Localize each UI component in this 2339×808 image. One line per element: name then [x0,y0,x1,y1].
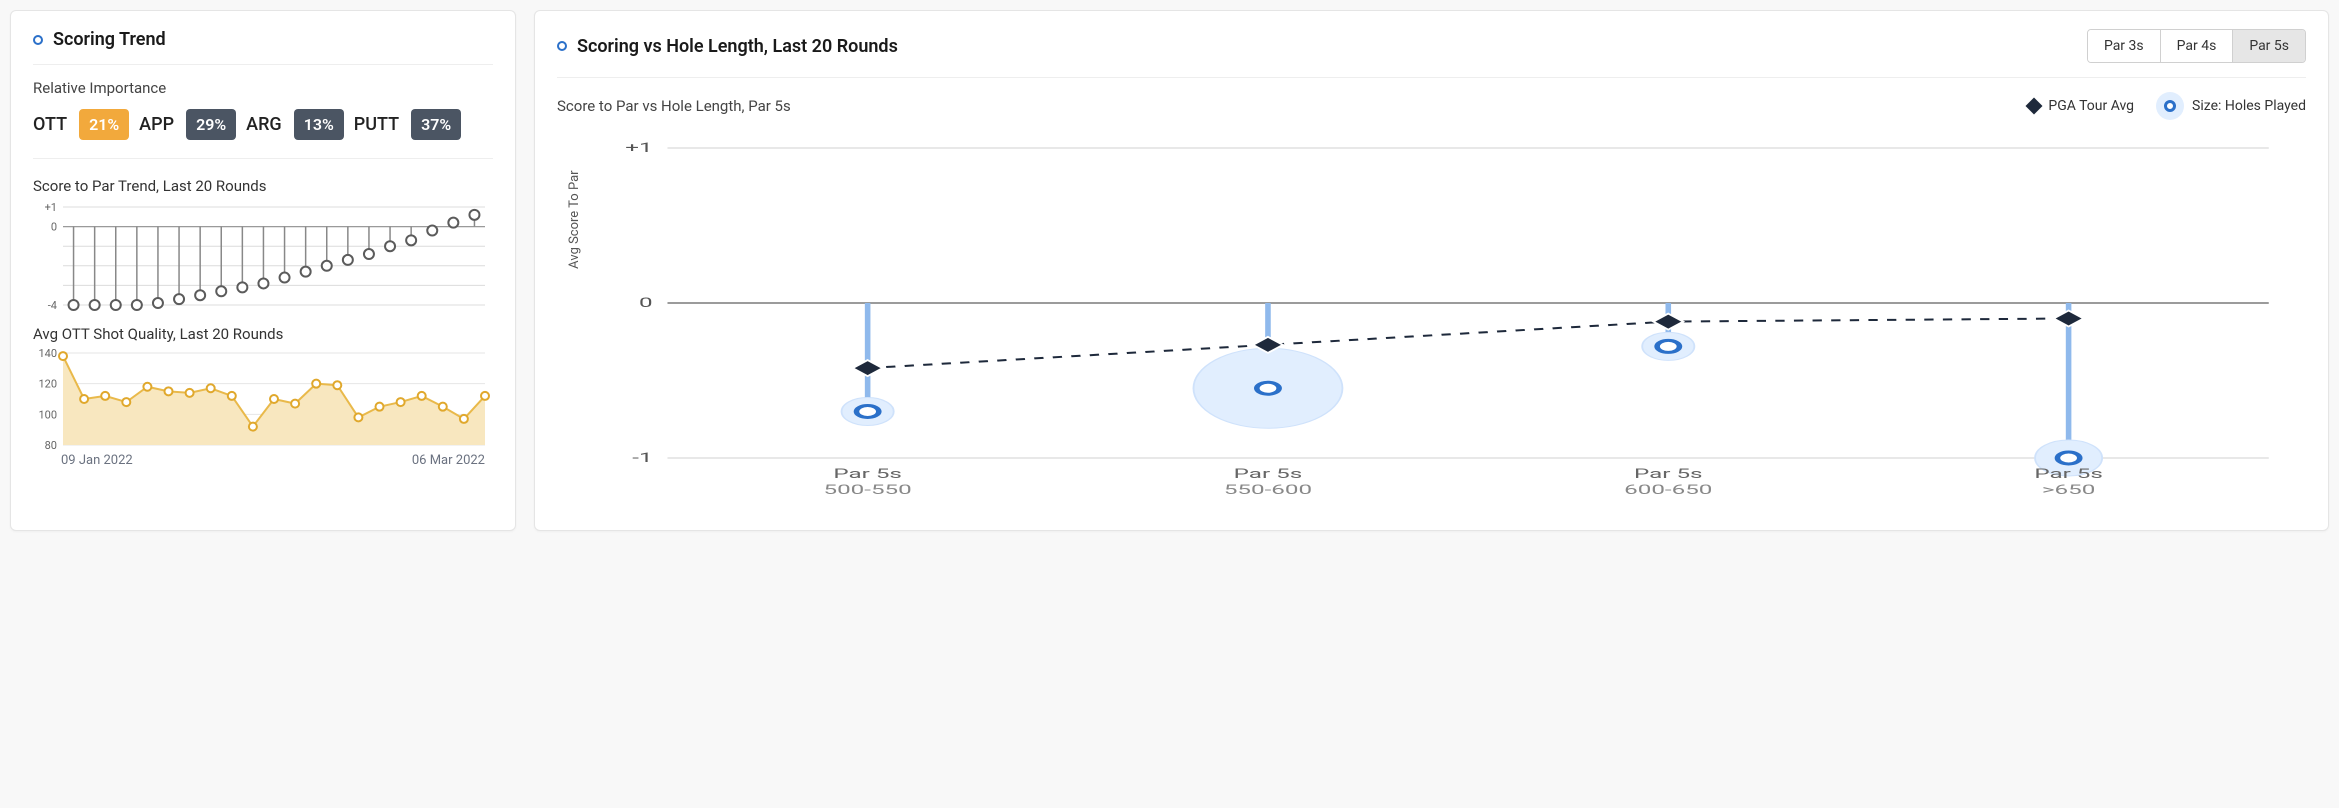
score-trend-title: Score to Par Trend, Last 20 Rounds [33,177,493,195]
chart-subtitle: Score to Par vs Hole Length, Par 5s [557,97,791,115]
tab-par-5s[interactable]: Par 5s [2233,30,2305,62]
svg-text:-4: -4 [48,299,57,311]
score-trend-chart: -4 0 +1 [33,201,493,311]
svg-text:-1: -1 [632,450,652,465]
legend-size-label: Size: Holes Played [2192,98,2306,114]
scoring-trend-card: Scoring Trend Relative Importance OTT 21%… [10,10,516,531]
bubble-inner-icon [2164,100,2176,112]
end-date: 06 Mar 2022 [412,453,485,468]
importance-label: APP [139,114,174,135]
svg-text:600-650: 600-650 [1624,482,1712,497]
svg-text:500-550: 500-550 [824,482,912,497]
svg-text:+1: +1 [45,201,57,214]
scoring-vs-length-card: Scoring vs Hole Length, Last 20 Rounds P… [534,10,2329,531]
bullet-icon [33,35,43,45]
ott-quality-section: Avg OTT Shot Quality, Last 20 Rounds 80 1… [33,325,493,468]
svg-text:Par 5s: Par 5s [833,466,902,481]
tab-par-4s[interactable]: Par 4s [2161,30,2234,62]
score-trend-section: Score to Par Trend, Last 20 Rounds -4 0 +1 [33,177,493,311]
svg-text:0: 0 [639,295,653,310]
title-text: Scoring Trend [53,29,166,50]
subheader-row: Score to Par vs Hole Length, Par 5s PGA … [557,92,2306,120]
title-text: Scoring vs Hole Length, Last 20 Rounds [577,36,898,57]
card-title: Scoring Trend [33,29,166,50]
svg-text:+1: +1 [625,140,652,155]
svg-text:80: 80 [45,439,57,449]
bubble-icon [2156,92,2184,120]
diamond-icon [2026,98,2043,115]
importance-label: ARG [246,114,282,135]
legend-pga-label: PGA Tour Avg [2048,98,2134,114]
legend-pga: PGA Tour Avg [2028,98,2134,114]
svg-text:Par 5s: Par 5s [1634,466,1703,481]
card-header: Scoring vs Hole Length, Last 20 Rounds P… [557,29,2306,78]
svg-text:120: 120 [38,378,57,391]
importance-row: OTT 21% APP 29% ARG 13% PUTT 37% [33,109,493,159]
importance-badge: 29% [186,109,236,140]
importance-badge: 13% [294,109,344,140]
card-header: Scoring Trend [33,29,493,65]
legend: PGA Tour Avg Size: Holes Played [2028,92,2306,120]
bullet-icon [557,41,567,51]
start-date: 09 Jan 2022 [61,453,133,468]
legend-size: Size: Holes Played [2156,92,2306,120]
importance-heading: Relative Importance [33,79,493,97]
importance-label: OTT [33,114,67,135]
date-axis: 09 Jan 2022 06 Mar 2022 [33,449,493,468]
main-chart-container: Avg Score To Par -10+1Par 5s500-550Par 5… [557,128,2306,508]
ott-quality-title: Avg OTT Shot Quality, Last 20 Rounds [33,325,493,343]
importance-badge: 37% [411,109,461,140]
scoring-vs-length-chart: -10+1Par 5s500-550Par 5s550-600Par 5s600… [593,128,2306,508]
svg-text:>650: >650 [2042,482,2095,497]
importance-badge: 21% [79,109,129,140]
svg-text:550-600: 550-600 [1224,482,1312,497]
svg-text:100: 100 [38,408,57,421]
svg-text:Par 5s: Par 5s [2034,466,2103,481]
y-axis-label: Avg Score To Par [567,170,582,268]
card-title: Scoring vs Hole Length, Last 20 Rounds [557,36,898,57]
svg-text:140: 140 [38,349,57,360]
par-tabs: Par 3sPar 4sPar 5s [2087,29,2306,63]
importance-label: PUTT [354,114,399,135]
tab-par-3s[interactable]: Par 3s [2088,30,2161,62]
svg-text:0: 0 [51,221,57,234]
ott-quality-chart: 80 100 120 140 [33,349,493,449]
svg-text:Par 5s: Par 5s [1234,466,1303,481]
